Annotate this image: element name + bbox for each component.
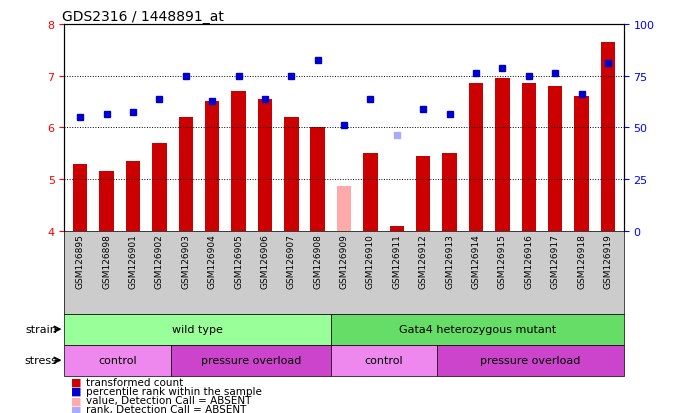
Text: GSM126904: GSM126904: [207, 234, 217, 288]
Bar: [178, 118, 193, 231]
Text: GSM126905: GSM126905: [234, 234, 243, 289]
Bar: [64, 314, 331, 345]
Text: ■: ■: [71, 395, 81, 405]
Text: rank, Detection Call = ABSENT: rank, Detection Call = ABSENT: [86, 404, 247, 413]
Bar: [337, 186, 351, 231]
Text: GSM126895: GSM126895: [76, 234, 85, 289]
Bar: [574, 97, 589, 231]
Text: GSM126908: GSM126908: [313, 234, 322, 289]
Text: pressure overload: pressure overload: [201, 355, 301, 366]
Text: GSM126915: GSM126915: [498, 234, 507, 289]
Text: wild type: wild type: [172, 324, 223, 335]
Bar: [64, 345, 171, 376]
Bar: [152, 144, 167, 231]
Bar: [601, 43, 615, 231]
Text: GSM126918: GSM126918: [577, 234, 586, 289]
Text: GSM126902: GSM126902: [155, 234, 164, 288]
Text: GSM126906: GSM126906: [260, 234, 269, 289]
Bar: [100, 172, 114, 231]
Text: stress: stress: [25, 355, 58, 366]
Text: transformed count: transformed count: [86, 377, 183, 387]
Bar: [171, 345, 331, 376]
Text: GSM126911: GSM126911: [393, 234, 401, 289]
Text: strain: strain: [26, 324, 58, 335]
Text: ■: ■: [71, 377, 81, 387]
Text: GSM126919: GSM126919: [603, 234, 612, 289]
Bar: [231, 92, 246, 231]
Bar: [495, 79, 510, 231]
Bar: [258, 100, 272, 231]
Bar: [311, 128, 325, 231]
Bar: [442, 154, 457, 231]
Text: GSM126901: GSM126901: [129, 234, 138, 289]
Text: value, Detection Call = ABSENT: value, Detection Call = ABSENT: [86, 395, 252, 405]
Bar: [73, 164, 87, 231]
Text: GSM126917: GSM126917: [551, 234, 559, 289]
Text: Gata4 heterozygous mutant: Gata4 heterozygous mutant: [399, 324, 556, 335]
Text: GSM126907: GSM126907: [287, 234, 296, 289]
Bar: [468, 84, 483, 231]
Text: GDS2316 / 1448891_at: GDS2316 / 1448891_at: [62, 10, 224, 24]
Bar: [284, 118, 298, 231]
Bar: [331, 314, 624, 345]
Bar: [437, 345, 624, 376]
Text: GSM126910: GSM126910: [366, 234, 375, 289]
Text: GSM126916: GSM126916: [524, 234, 534, 289]
Text: percentile rank within the sample: percentile rank within the sample: [86, 386, 262, 396]
Bar: [363, 154, 378, 231]
Text: control: control: [365, 355, 403, 366]
Bar: [416, 157, 431, 231]
Bar: [331, 345, 437, 376]
Text: ■: ■: [71, 404, 81, 413]
Bar: [125, 161, 140, 231]
Text: GSM126909: GSM126909: [340, 234, 348, 289]
Text: control: control: [98, 355, 137, 366]
Text: pressure overload: pressure overload: [480, 355, 581, 366]
Bar: [521, 84, 536, 231]
Bar: [390, 226, 404, 231]
Text: GSM126914: GSM126914: [471, 234, 481, 288]
Text: GSM126898: GSM126898: [102, 234, 111, 289]
Text: GSM126903: GSM126903: [181, 234, 191, 289]
Text: GSM126912: GSM126912: [419, 234, 428, 288]
Bar: [548, 87, 563, 231]
Bar: [205, 102, 220, 231]
Text: GSM126913: GSM126913: [445, 234, 454, 289]
Text: ■: ■: [71, 386, 81, 396]
